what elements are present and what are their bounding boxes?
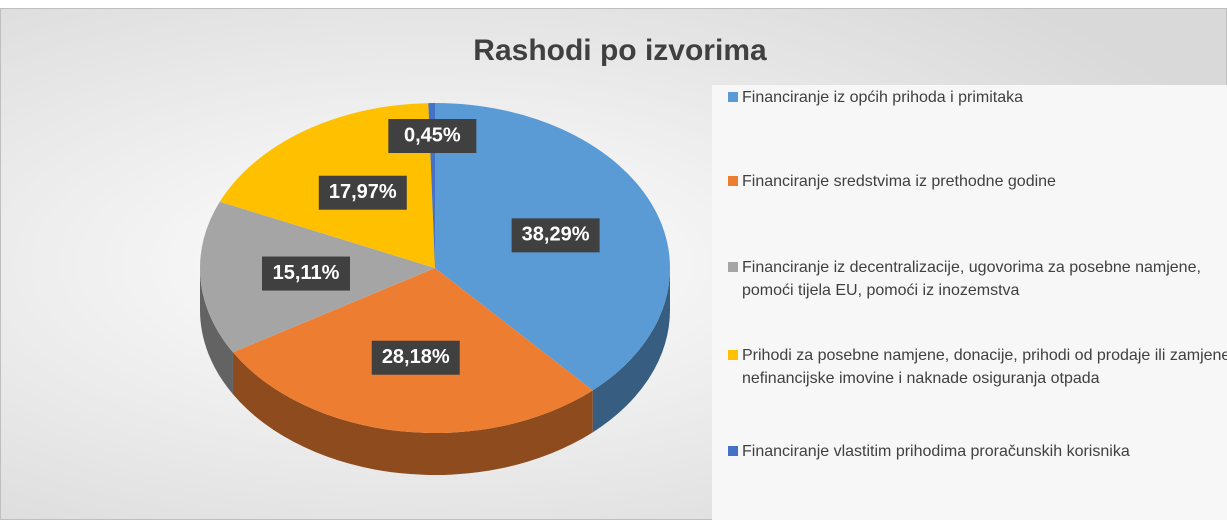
legend-label: Financiranje sredstvima iz prethodne god… [742,173,1056,190]
chart-title: Rashodi po izvorima [473,34,767,67]
legend-item: Prihodi za posebne namjene, donacije, pr… [728,344,1227,390]
data-label-box [261,256,350,291]
data-label: 17,97% [329,181,397,203]
data-label: 15,11% [273,262,340,284]
data-label-box [511,218,600,253]
legend-label: Prihodi za posebne namjene, donacije, pr… [742,347,1227,387]
legend-item: Financiranje iz općih prihoda i primitak… [728,86,1227,109]
legend-swatch [728,92,738,102]
legend-label: Financiranje iz decentralizacije, ugovor… [742,259,1201,299]
slice-side [232,352,593,475]
data-label: 0,45% [404,124,461,146]
slice-side [592,268,670,433]
data-label: 28,18% [382,346,450,368]
legend-label: Financiranje iz općih prihoda i primitak… [742,89,1024,106]
data-label: 38,29% [522,224,590,246]
legend-swatch [728,446,738,456]
legend-swatch [728,350,738,360]
legend-swatch [728,176,738,186]
data-label-box [388,119,477,154]
legend-swatch [728,262,738,272]
legend-label: Financiranje vlastitim prihodima proraču… [742,443,1130,460]
legend-panel [712,85,1227,520]
legend-item: Financiranje vlastitim prihodima proraču… [728,440,1227,463]
legend-item: Financiranje sredstvima iz prethodne god… [728,170,1227,193]
data-label-box [371,340,460,375]
slice-side [200,268,233,395]
legend-item: Financiranje iz decentralizacije, ugovor… [728,256,1227,302]
data-label-box [318,175,407,210]
